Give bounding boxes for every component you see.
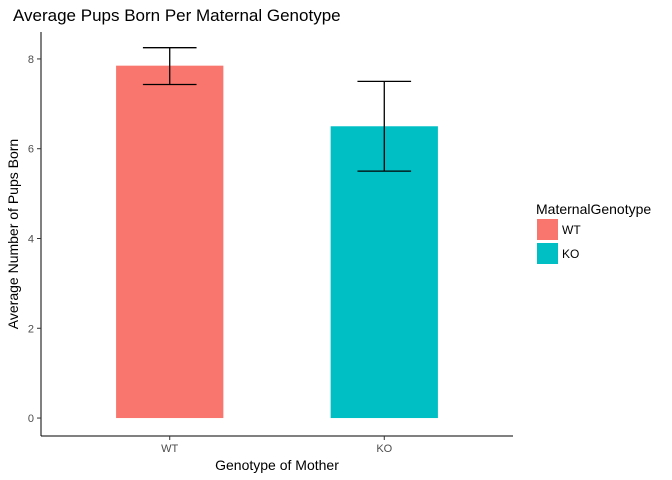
plot-area: [116, 47, 438, 419]
x-ticks: WT KO: [161, 436, 393, 455]
y-ticks: 0 2 4 6 8: [28, 54, 41, 425]
y-tick-label: 0: [28, 413, 34, 425]
legend-title: MaternalGenotype: [536, 201, 651, 217]
legend: MaternalGenotype WT KO: [536, 201, 651, 264]
chart-title: Average Pups Born Per Maternal Genotype: [13, 6, 341, 25]
y-tick-label: 2: [28, 323, 34, 335]
legend-key-ko: [537, 243, 558, 264]
x-axis-title: Genotype of Mother: [215, 457, 339, 473]
y-tick-label: 8: [28, 54, 34, 66]
y-tick-label: 6: [28, 144, 34, 156]
y-tick-label: 4: [28, 233, 34, 245]
x-tick-label: WT: [161, 443, 178, 455]
legend-label-wt: WT: [562, 223, 581, 237]
y-axis-title: Average Number of Pups Born: [5, 139, 21, 329]
error-bar-ko: [357, 80, 412, 172]
bar-ko: [330, 126, 438, 419]
x-tick-label: KO: [376, 443, 392, 455]
bar-wt: [116, 65, 224, 419]
legend-key-wt: [537, 219, 558, 240]
legend-label-ko: KO: [562, 247, 579, 261]
error-bar-wt: [142, 47, 197, 86]
